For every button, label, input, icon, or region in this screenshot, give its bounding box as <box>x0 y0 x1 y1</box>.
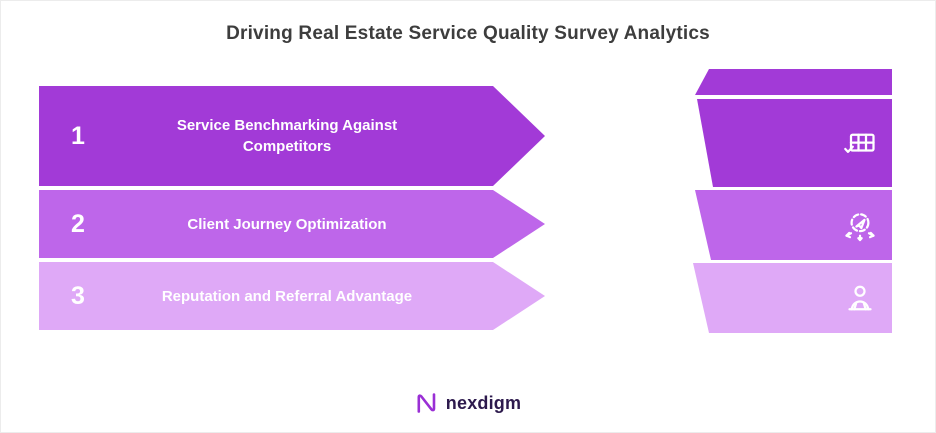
journey-navigation-icon <box>842 207 878 243</box>
ribbon-graphic <box>679 69 894 339</box>
step-label-text: Client Journey Optimization <box>187 215 387 233</box>
step-label-text: Reputation and Referral Advantage <box>161 287 413 305</box>
logo-text: nexdigm <box>445 392 522 413</box>
step-row-1: 1 Service Benchmarking Against Competito… <box>39 86 545 186</box>
nexdigm-logo-icon <box>415 391 439 415</box>
step-number: 2 <box>71 209 85 238</box>
step-label-text: Service Benchmarking Against Competitors <box>176 117 398 155</box>
ribbon-top-strip <box>695 69 892 95</box>
ribbon-panel-2 <box>695 190 892 260</box>
ribbon-panel-3 <box>693 263 892 333</box>
folded-ribbon-shapes <box>693 69 892 333</box>
step-label: Service Benchmarking Against Competitors <box>117 115 545 157</box>
step-row-3: 3 Reputation and Referral Advantage <box>39 262 545 330</box>
ribbon-panel-1 <box>697 99 892 187</box>
steps-list: 1 Service Benchmarking Against Competito… <box>39 86 545 334</box>
step-number: 1 <box>71 121 85 150</box>
survey-grid-icon <box>842 125 878 161</box>
step-number: 3 <box>71 281 85 310</box>
step-label: Client Journey Optimization <box>117 214 545 235</box>
logo: nexdigm <box>415 391 521 415</box>
step-row-2: 2 Client Journey Optimization <box>39 190 545 258</box>
page-title: Driving Real Estate Service Quality Surv… <box>226 23 710 44</box>
person-agent-icon <box>842 280 878 316</box>
step-label: Reputation and Referral Advantage <box>117 286 545 307</box>
